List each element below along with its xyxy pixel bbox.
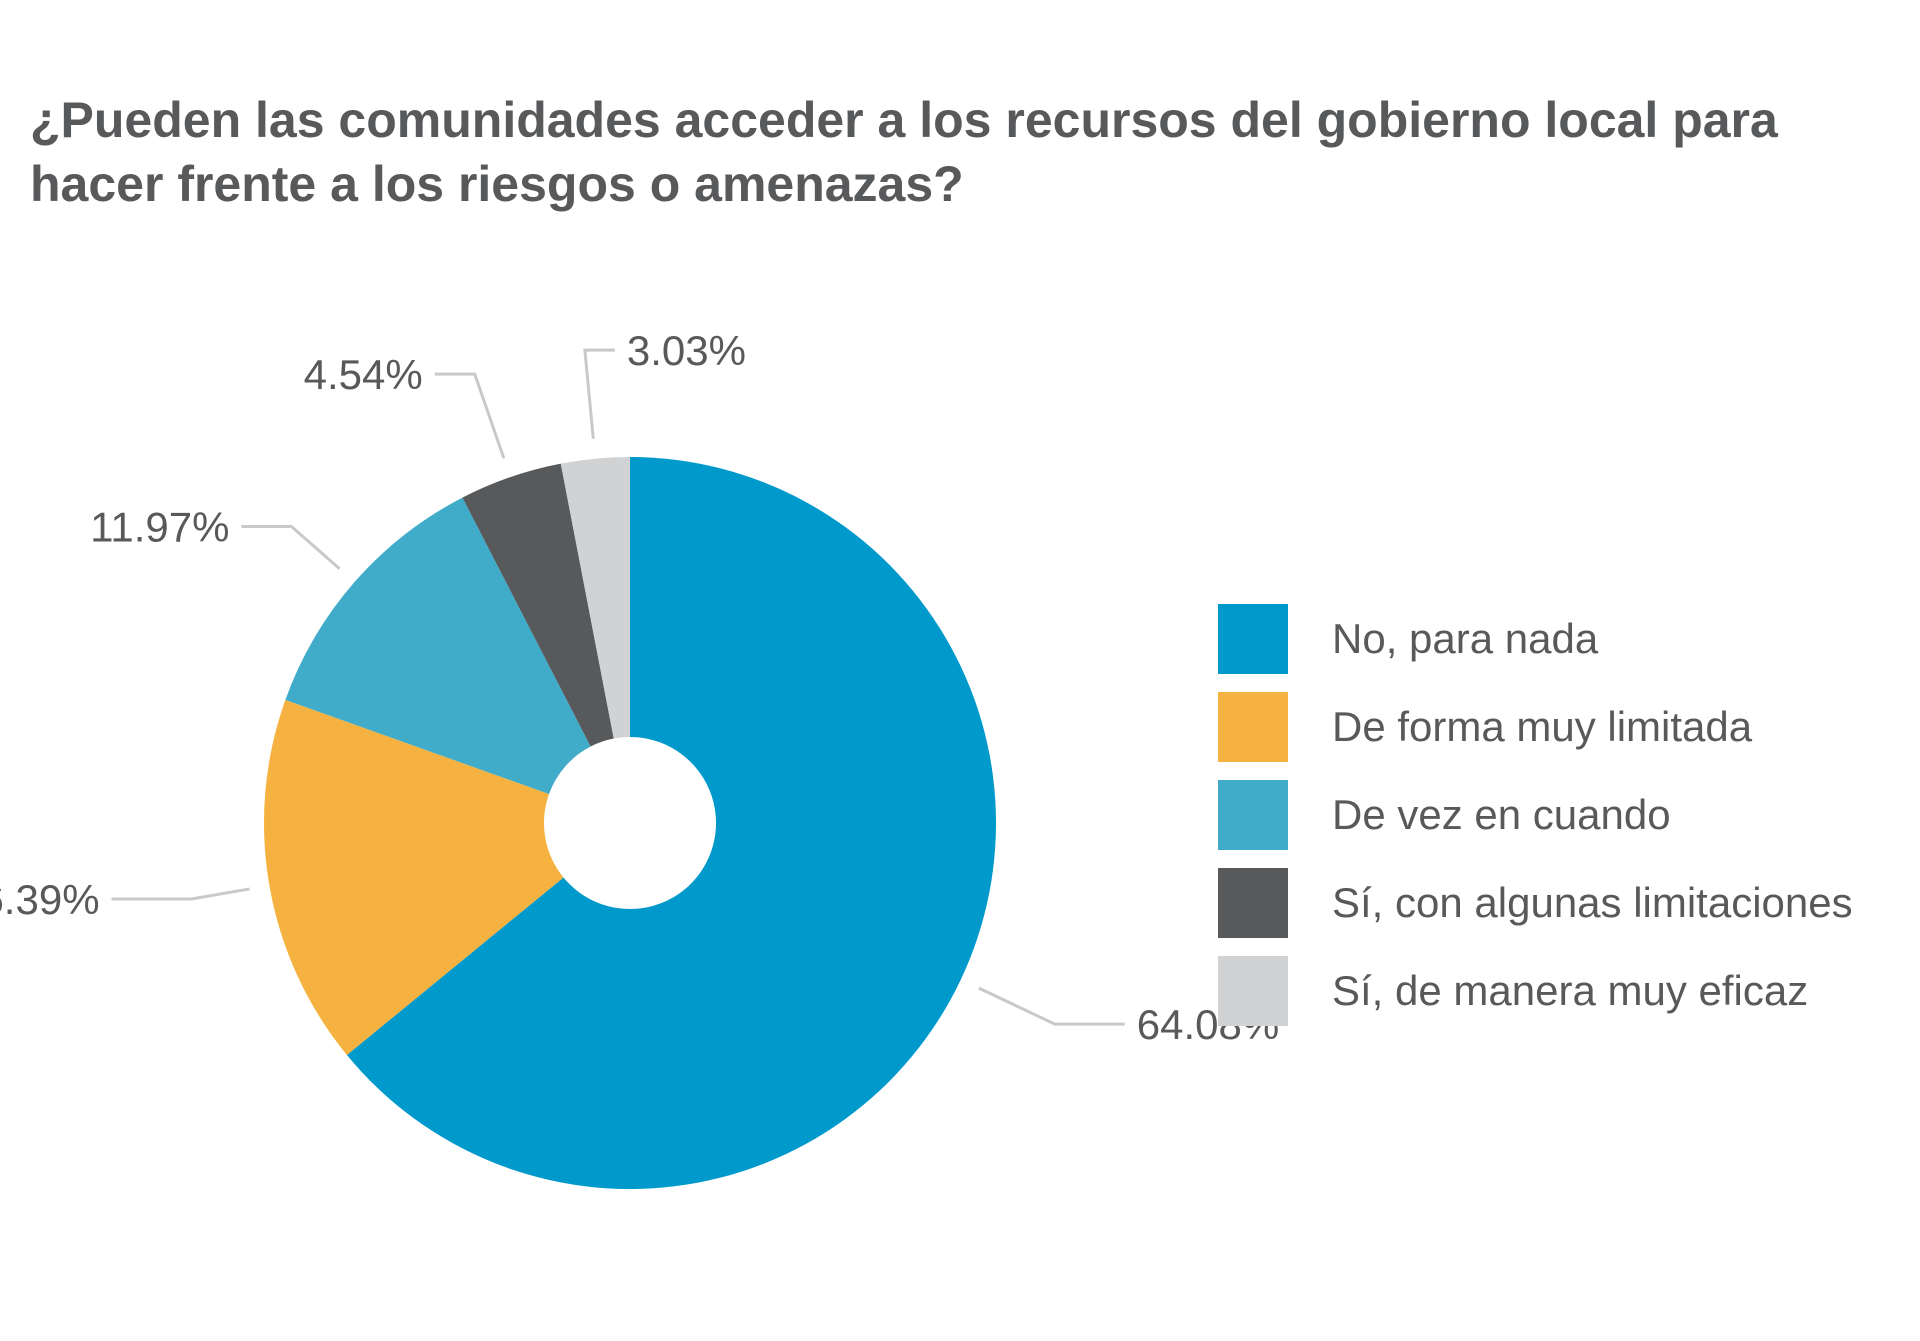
pie-slice: [346, 457, 997, 1189]
legend-item-no-para-nada: No, para nada: [1218, 604, 1853, 674]
legend-item-si-con-algunas-limitaciones: Sí, con algunas limitaciones: [1218, 868, 1853, 938]
slice-percent-label: 16.39%: [0, 876, 100, 923]
legend-label: No, para nada: [1332, 615, 1599, 662]
pie-slice: [285, 497, 591, 795]
chart-title: ¿Pueden las comunidades acceder a los re…: [30, 92, 1778, 212]
legend-label: De vez en cuando: [1332, 791, 1671, 838]
legend-item-de-forma-muy-limitada: De forma muy limitada: [1218, 692, 1853, 762]
pie-slice: [462, 463, 614, 747]
slice-percent-label: 11.97%: [90, 504, 229, 551]
slice-percent-label: 4.54%: [304, 351, 423, 398]
legend-swatch: [1218, 692, 1288, 762]
legend-swatch: [1218, 780, 1288, 850]
pie-slice: [264, 699, 564, 1055]
legend-label: Sí, con algunas limitaciones: [1332, 879, 1853, 926]
slice-percent-label: 3.03%: [627, 327, 746, 374]
legend-item-si-de-manera-muy-eficaz: Sí, de manera muy eficaz: [1218, 956, 1853, 1026]
leader-line: [111, 887, 250, 901]
legend: No, para nada De forma muy limitada De v…: [1218, 604, 1853, 1044]
legend-label: Sí, de manera muy eficaz: [1332, 967, 1809, 1014]
legend-label: De forma muy limitada: [1332, 703, 1753, 750]
leader-line: [434, 372, 506, 459]
leader-line: [978, 986, 1125, 1026]
legend-swatch: [1218, 868, 1288, 938]
leader-line: [241, 525, 341, 570]
legend-item-de-vez-en-cuando: De vez en cuando: [1218, 780, 1853, 850]
legend-swatch: [1218, 604, 1288, 674]
legend-swatch: [1218, 956, 1288, 1026]
leader-line: [583, 348, 615, 439]
pie-slice: [560, 457, 630, 739]
